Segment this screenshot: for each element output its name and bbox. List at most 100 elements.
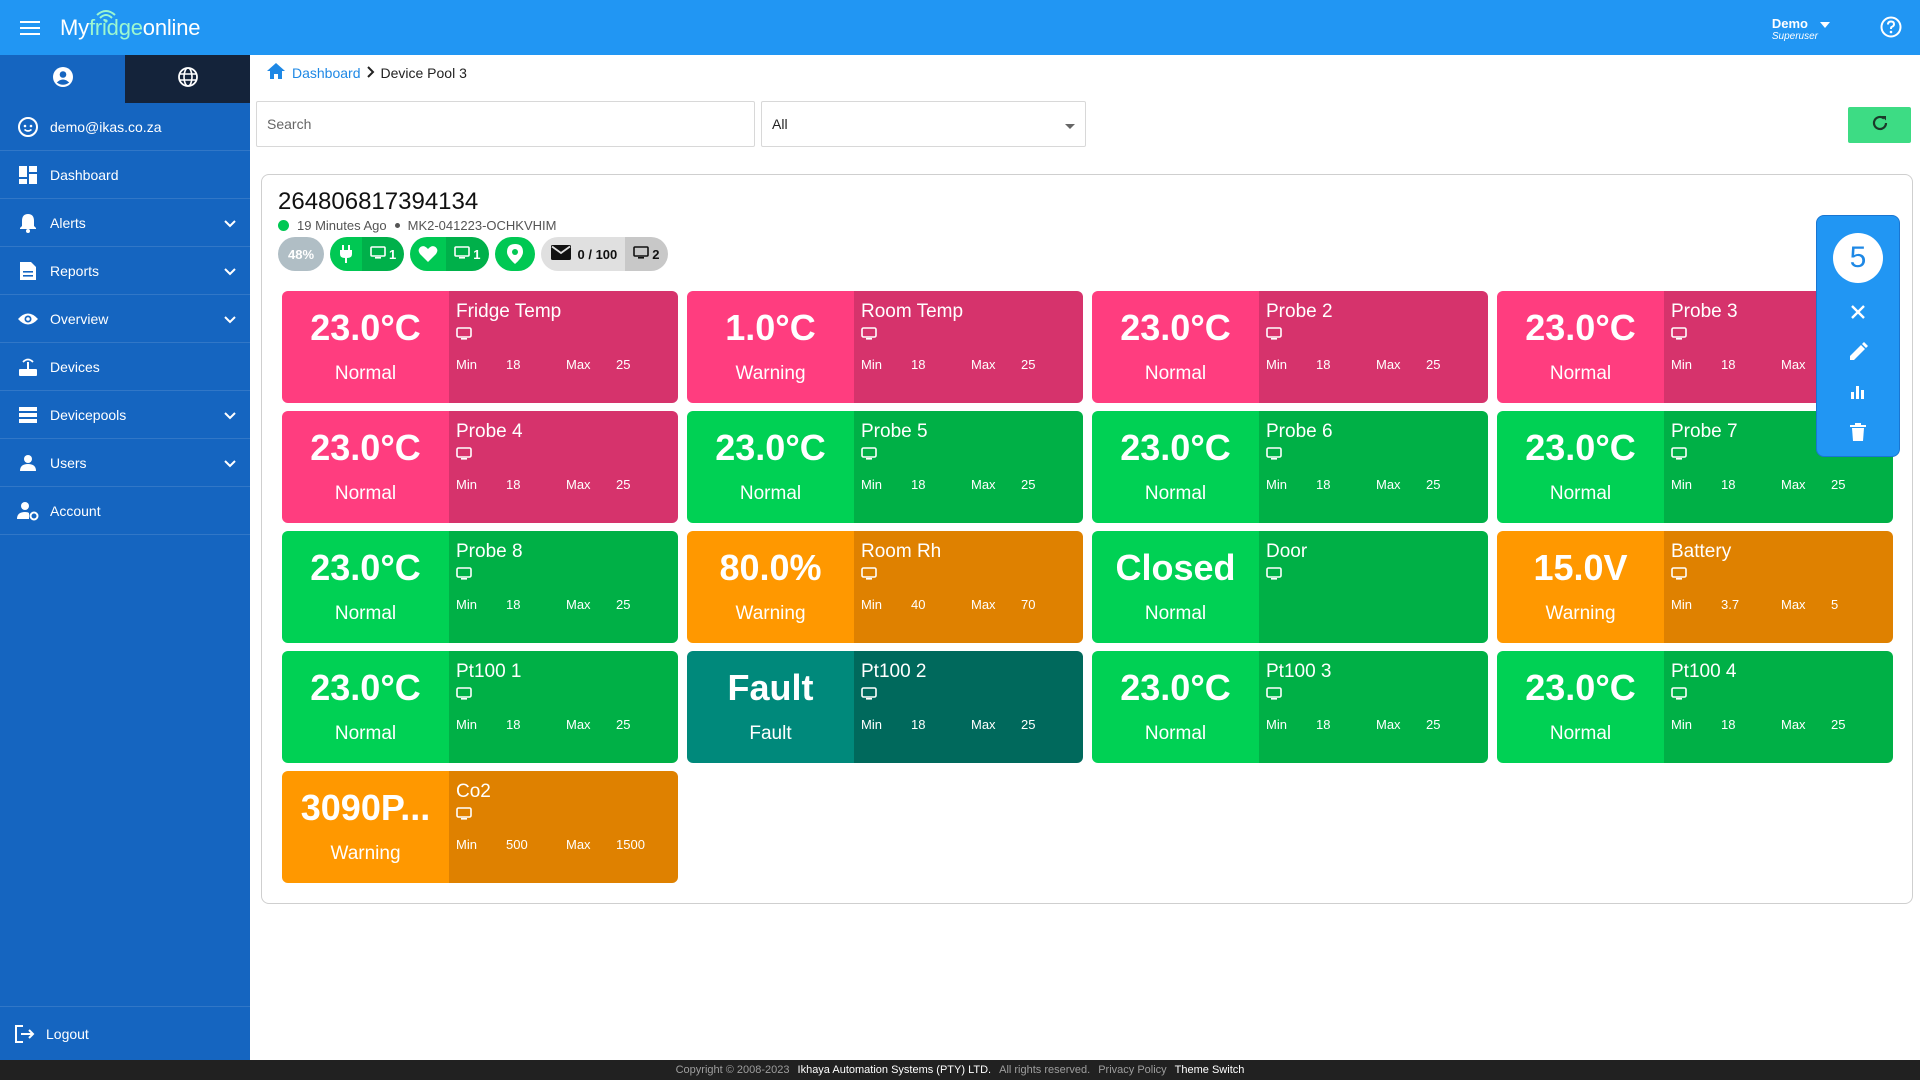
tile-value: 23.0°C	[1525, 669, 1636, 706]
sidebar-item-alerts[interactable]: Alerts	[0, 199, 250, 247]
tile-name: Pt100 2	[861, 661, 927, 682]
dropdown-arrow-icon	[1065, 116, 1075, 132]
sensor-tile[interactable]: 1.0°C Warning Room Temp Min 18 Max 25	[687, 291, 1083, 403]
close-icon[interactable]	[1850, 301, 1866, 323]
app-logo[interactable]: Myfridgeonline	[60, 9, 201, 41]
sensor-tile[interactable]: 23.0°C Normal Probe 7 Min 18 Max 25	[1497, 411, 1893, 523]
privacy-policy-link[interactable]: Privacy Policy	[1098, 1064, 1167, 1076]
breadcrumb-dashboard-link[interactable]: Dashboard	[292, 64, 361, 81]
sensor-tile[interactable]: 23.0°C Normal Probe 5 Min 18 Max 25	[687, 411, 1083, 523]
tile-min-label: Min	[1671, 597, 1692, 612]
tile-value: Closed	[1115, 549, 1236, 586]
tile-max-label: Max	[971, 597, 996, 612]
sensor-tile[interactable]: 23.0°C Normal Probe 8 Min 18 Max 25	[282, 531, 678, 643]
person-icon	[16, 451, 40, 475]
sensor-tile[interactable]: 23.0°C Normal Probe 3 Min 18 Max	[1497, 291, 1893, 403]
sidebar-item-email[interactable]: demo@ikas.co.za	[0, 103, 250, 151]
chevron-down-icon[interactable]	[224, 263, 236, 279]
sidebar-item-dashboard[interactable]: Dashboard	[0, 151, 250, 199]
tile-value: 23.0°C	[1525, 429, 1636, 466]
tab-globe[interactable]	[125, 55, 250, 103]
health-device-count: 1	[446, 237, 489, 271]
user-role: Superuser	[1771, 31, 1818, 42]
sensor-tile[interactable]: 15.0V Warning Battery Min 3.7 Max 5	[1497, 531, 1893, 643]
sidebar-item-users[interactable]: Users	[0, 439, 250, 487]
power-count-text: 1	[389, 246, 397, 262]
tile-range: Min 18 Max 25	[456, 717, 630, 732]
sensor-tile[interactable]: Fault Fault Pt100 2 Min 18 Max 25	[687, 651, 1083, 763]
monitor-icon	[1671, 687, 1886, 703]
tile-min-label: Min	[456, 597, 477, 612]
tile-name: Fridge Temp	[456, 301, 562, 322]
sidebar-item-devices[interactable]: Devices	[0, 343, 250, 391]
sensor-tile[interactable]: 3090P... Warning Co2 Min 500 Max 1500	[282, 771, 678, 883]
tile-min-value: 18	[506, 717, 521, 732]
tile-reading: 23.0°C Normal	[1497, 651, 1664, 763]
logout-button[interactable]: Logout	[0, 1006, 250, 1060]
delete-icon[interactable]	[1850, 421, 1866, 443]
sensor-tile[interactable]: 23.0°C Normal Probe 4 Min 18 Max 25	[282, 411, 678, 523]
tile-min-value: 18	[1721, 717, 1736, 732]
tab-account[interactable]	[0, 55, 125, 103]
sidebar-item-account[interactable]: Account	[0, 487, 250, 535]
sensor-tile[interactable]: 23.0°C Normal Pt100 1 Min 18 Max 25	[282, 651, 678, 763]
sidebar-item-reports[interactable]: Reports	[0, 247, 250, 295]
chevron-down-icon[interactable]	[224, 215, 236, 231]
tile-details: Probe 2 Min 18 Max 25	[1259, 291, 1488, 403]
tile-status: Warning	[735, 362, 806, 384]
chevron-down-icon[interactable]	[224, 455, 236, 471]
sidebar-item-overview[interactable]: Overview	[0, 295, 250, 343]
refresh-button[interactable]	[1848, 107, 1911, 143]
search-input[interactable]: Search	[256, 101, 755, 147]
sidebar-item-label: Overview	[50, 310, 109, 327]
sensor-tile[interactable]: 23.0°C Normal Pt100 4 Min 18 Max 25	[1497, 651, 1893, 763]
sensor-tile[interactable]: 23.0°C Normal Probe 6 Min 18 Max 25	[1092, 411, 1488, 523]
tile-max-label: Max	[566, 357, 591, 372]
monitor-icon	[1671, 327, 1886, 343]
tile-max-label: Max	[1781, 597, 1806, 612]
tile-max-value: 25	[1831, 477, 1846, 492]
tile-details: Probe 8 Min 18 Max 25	[449, 531, 678, 643]
sensor-tile[interactable]: 23.0°C Normal Probe 2 Min 18 Max 25	[1092, 291, 1488, 403]
location-badge[interactable]	[494, 237, 535, 271]
monitor-icon	[370, 246, 386, 262]
tile-name: Probe 3	[1671, 301, 1738, 322]
tile-value: 23.0°C	[1120, 309, 1231, 346]
tile-min-label: Min	[861, 477, 882, 492]
battery-badge[interactable]: 48%	[278, 237, 325, 271]
tile-status: Normal	[334, 602, 397, 624]
menu-icon[interactable]	[0, 0, 60, 55]
pool-filter-select[interactable]: All	[761, 101, 1086, 147]
tile-range: Min 18 Max 25	[456, 357, 630, 372]
edit-icon[interactable]	[1848, 341, 1868, 363]
tile-status: Normal	[1144, 482, 1207, 504]
monitor-icon	[1266, 447, 1481, 463]
chevron-down-icon[interactable]	[224, 407, 236, 423]
user-menu[interactable]: Demo Superuser	[1772, 16, 1840, 42]
health-badge[interactable]: 1	[410, 237, 489, 271]
tile-max-label: Max	[566, 717, 591, 732]
tile-range: Min 18 Max 25	[1266, 717, 1440, 732]
tile-max-value: 25	[1021, 717, 1036, 732]
tile-min-label: Min	[456, 837, 477, 852]
tile-status: Normal	[739, 482, 802, 504]
router-icon	[16, 355, 40, 379]
power-badge[interactable]: 1	[330, 237, 405, 271]
sensor-tile[interactable]: Closed Normal Door	[1092, 531, 1488, 643]
theme-switch-link[interactable]: Theme Switch	[1174, 1064, 1245, 1076]
messages-badge[interactable]: 0 / 100 2	[540, 237, 668, 271]
home-icon[interactable]	[266, 62, 286, 83]
sensor-tile[interactable]: 80.0% Warning Room Rh Min 40 Max 70	[687, 531, 1083, 643]
tile-name: Pt100 3	[1266, 661, 1332, 682]
help-icon[interactable]	[1880, 16, 1902, 43]
bar-chart-icon[interactable]	[1850, 381, 1866, 403]
tile-min-label: Min	[861, 357, 882, 372]
tile-value: 23.0°C	[310, 549, 421, 586]
sidebar-item-devicepools[interactable]: Devicepools	[0, 391, 250, 439]
tile-value: 15.0V	[1533, 549, 1628, 586]
sensor-tile[interactable]: 23.0°C Normal Fridge Temp Min 18 Max 25	[282, 291, 678, 403]
logo-text-online: online	[142, 14, 201, 40]
chevron-down-icon[interactable]	[224, 311, 236, 327]
tile-status: Fault	[749, 722, 792, 744]
sensor-tile[interactable]: 23.0°C Normal Pt100 3 Min 18 Max 25	[1092, 651, 1488, 763]
